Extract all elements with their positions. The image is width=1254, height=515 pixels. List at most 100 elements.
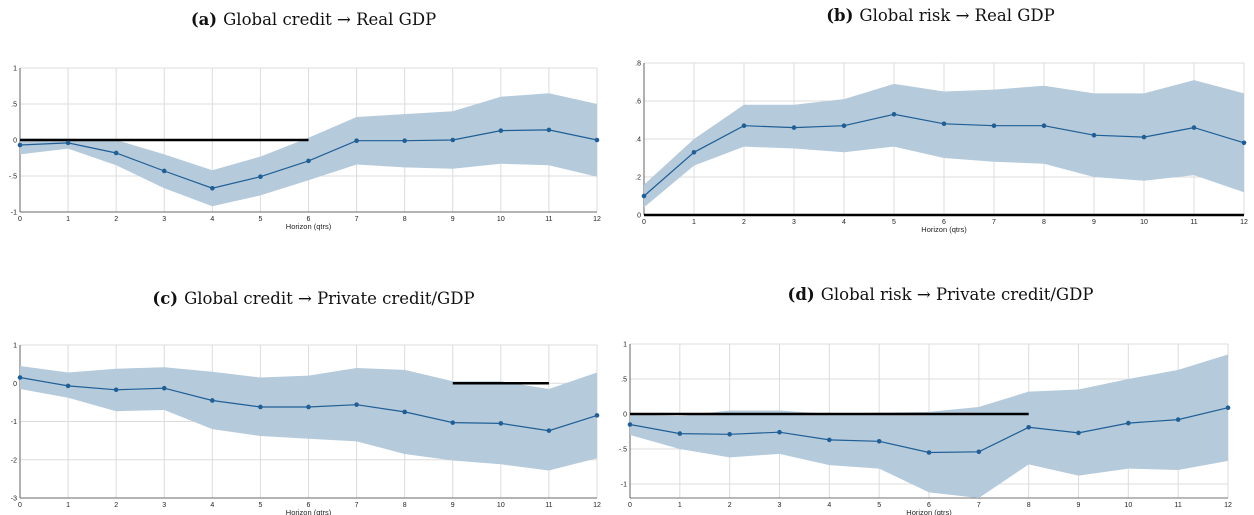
- x-tick-label: 8: [1042, 219, 1046, 226]
- x-tick-label: 1: [678, 502, 682, 509]
- estimate-point: [498, 128, 504, 133]
- estimate-point: [402, 409, 407, 415]
- estimate-point: [827, 437, 832, 443]
- x-tick-label: 10: [497, 216, 505, 223]
- confidence-band: [644, 80, 1244, 208]
- panel-c-title-text: Global credit → Private credit/GDP: [184, 289, 475, 308]
- confidence-band: [20, 93, 597, 207]
- confidence-band: [20, 366, 597, 471]
- estimate-point: [594, 413, 600, 418]
- estimate-point: [727, 432, 732, 437]
- estimate-point: [1225, 405, 1231, 410]
- x-tick-label: 12: [1240, 219, 1248, 226]
- x-tick-label: 11: [1190, 219, 1197, 226]
- y-tick-label: 1: [13, 343, 17, 350]
- estimate-point: [926, 450, 932, 455]
- x-tick-label: 8: [1027, 502, 1031, 509]
- x-tick-label: 8: [403, 216, 407, 223]
- x-tick-label: 10: [1124, 502, 1132, 509]
- panel-d-chart: 0 1 2 3 4 5 6 7 8 9 10 11 12 -1 -.5 0.5 1 Horizon (qtrs): [619, 336, 1254, 515]
- estimate-point: [161, 168, 167, 174]
- y-tick-label: -1: [11, 210, 17, 217]
- y-tick-label: 0: [623, 412, 627, 419]
- x-tick-label: 11: [545, 502, 552, 509]
- x-tick-label: 7: [992, 219, 996, 226]
- x-tick-label: 5: [877, 502, 881, 509]
- x-tick-label: 6: [307, 216, 311, 223]
- x-tick-label: 1: [66, 216, 70, 223]
- x-tick-label: 0: [18, 502, 22, 509]
- x-tick-label: 0: [628, 502, 632, 509]
- x-tick-label: 12: [593, 502, 601, 509]
- estimate-point: [306, 404, 311, 410]
- y-tick-label: .2: [635, 175, 641, 182]
- estimate-point: [113, 387, 119, 393]
- estimate-point: [258, 404, 263, 410]
- x-tick-label: 6: [942, 219, 946, 226]
- x-tick-label: 7: [977, 502, 981, 509]
- panel-c-tag: (c): [152, 289, 179, 308]
- x-tick-label: 1: [692, 219, 696, 226]
- x-tick-label: 6: [307, 502, 311, 509]
- panel-b-tag: (b): [826, 6, 854, 25]
- panel-c-chart: 0 1 2 3 4 5 6 7 8 9 10 11 12 -3 -2 -1 0 1 Horizon (qtrs): [0, 338, 627, 515]
- estimate-point: [677, 431, 683, 436]
- x-tick-label: 3: [162, 216, 166, 223]
- estimate-point: [891, 112, 897, 117]
- x-axis-title: Horizon (qtrs): [921, 225, 967, 234]
- y-tick-label: 1: [623, 342, 627, 349]
- y-tick-label: .4: [635, 137, 641, 144]
- panel-b-title-text: Global risk → Real GDP: [859, 6, 1055, 25]
- estimate-point: [876, 439, 882, 444]
- x-tick-label: 12: [1224, 502, 1232, 509]
- x-tick-label: 11: [1175, 502, 1182, 509]
- x-tick-label: 7: [355, 502, 359, 509]
- panel-c-title: (c) Global credit → Private credit/GDP: [0, 289, 627, 308]
- x-tick-label: 3: [162, 502, 166, 509]
- estimate-point: [65, 140, 71, 146]
- y-tick-label: -3: [11, 496, 17, 503]
- estimate-point: [113, 150, 119, 156]
- y-tick-label: .5: [621, 377, 627, 384]
- y-tick-label: .6: [635, 99, 641, 106]
- y-tick-label: .8: [635, 61, 641, 68]
- x-tick-label: 0: [642, 219, 646, 226]
- estimate-point: [641, 193, 647, 199]
- estimate-point: [1141, 134, 1147, 140]
- estimate-point: [210, 398, 215, 403]
- x-tick-label: 4: [210, 216, 214, 223]
- estimate-point: [17, 375, 23, 380]
- x-tick-label: 11: [545, 216, 552, 223]
- y-tick-label: 1: [13, 66, 17, 73]
- x-tick-label: 7: [355, 216, 359, 223]
- panel-a-chart: 0 1 2 3 4 5 6 7 8 9 10 11 12 -1 -.5 0.5 1 Horizon (qtrs): [0, 60, 627, 232]
- panel-a-title-text: Global credit → Real GDP: [223, 10, 437, 29]
- estimate-point: [258, 174, 263, 180]
- estimate-point: [1041, 123, 1047, 128]
- x-tick-label: 2: [114, 216, 118, 223]
- estimate-point: [627, 422, 633, 427]
- estimate-point: [791, 125, 797, 130]
- y-tick-label: -.5: [9, 174, 17, 181]
- y-tick-label: -1: [11, 419, 17, 426]
- x-tick-label: 1: [66, 502, 70, 509]
- x-tick-label: 2: [742, 219, 746, 226]
- estimate-point: [1026, 425, 1031, 430]
- estimate-point: [306, 158, 311, 164]
- estimate-point: [1076, 430, 1081, 436]
- estimate-point: [354, 138, 359, 144]
- estimate-point: [1241, 140, 1247, 146]
- estimate-point: [354, 402, 359, 407]
- estimate-point: [546, 428, 552, 433]
- x-tick-label: 3: [778, 502, 782, 509]
- x-axis-title: Horizon (qtrs): [286, 508, 332, 515]
- x-tick-label: 9: [1092, 219, 1096, 226]
- x-axis-title: Horizon (qtrs): [906, 508, 952, 515]
- estimate-point: [741, 123, 747, 128]
- x-tick-label: 2: [728, 502, 732, 509]
- x-tick-label: 9: [451, 502, 455, 509]
- panel-a-title: (a) Global credit → Real GDP: [0, 10, 627, 29]
